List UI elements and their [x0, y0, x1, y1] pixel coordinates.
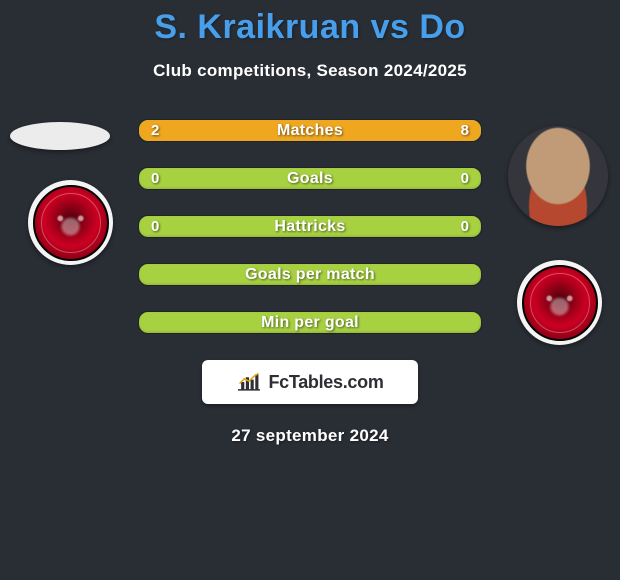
comparison-infographic: S. Kraikruan vs Do Club competitions, Se…: [0, 0, 620, 580]
stat-right-value: 0: [449, 216, 481, 237]
stat-left-value: 0: [139, 168, 171, 189]
page-title: S. Kraikruan vs Do: [0, 0, 620, 47]
subtitle: Club competitions, Season 2024/2025: [0, 47, 620, 81]
crest-icon: [522, 265, 598, 341]
date-line: 27 september 2024: [0, 404, 620, 446]
stat-row: Min per goal: [138, 311, 482, 334]
fctables-badge[interactable]: FcTables.com: [202, 360, 418, 404]
stat-row: 0 0Hattricks: [138, 215, 482, 238]
stat-right-value: 0: [449, 168, 481, 189]
stat-row: 28Matches: [138, 119, 482, 142]
player-left-club-logo: [28, 180, 113, 265]
stat-fill-right: [207, 120, 481, 141]
stat-label: Goals per match: [139, 264, 481, 285]
player-left-avatar: [10, 122, 110, 150]
stat-label: Hattricks: [139, 216, 481, 237]
stat-row: 0 0Goals: [138, 167, 482, 190]
stat-left-value: 0: [139, 216, 171, 237]
stat-label: Min per goal: [139, 312, 481, 333]
stat-left-value: 2: [139, 120, 171, 141]
stat-label: Goals: [139, 168, 481, 189]
player-right-avatar: [508, 126, 608, 226]
crest-icon: [33, 185, 109, 261]
stat-right-value: 8: [449, 120, 481, 141]
stats-list: 28Matches00Goals00HattricksGoals per mat…: [138, 119, 482, 334]
fctables-label: FcTables.com: [268, 372, 383, 393]
stat-row: Goals per match: [138, 263, 482, 286]
bar-chart-icon: [236, 371, 262, 393]
player-right-club-logo: [517, 260, 602, 345]
